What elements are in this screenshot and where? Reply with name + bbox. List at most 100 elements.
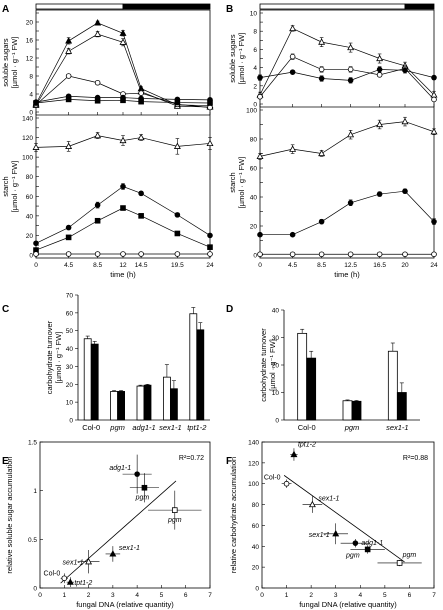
data-point bbox=[174, 230, 181, 237]
scatter-point: pgm bbox=[129, 473, 159, 503]
data-point bbox=[33, 100, 39, 106]
y-tick-label: 80 bbox=[252, 502, 260, 509]
data-point bbox=[347, 66, 354, 73]
data-point bbox=[318, 38, 326, 45]
x-tick-label: 6 bbox=[408, 592, 412, 599]
category-label: Col-0 bbox=[298, 423, 316, 432]
y-tick-label: 20 bbox=[66, 382, 74, 389]
y-axis-title: starch bbox=[228, 172, 237, 192]
light-period-bar bbox=[35, 3, 124, 10]
x-axis-title: time (h) bbox=[334, 270, 360, 279]
y-axis-unit: [µmol · g⁻¹ FW] bbox=[268, 339, 277, 391]
dark-period-bar bbox=[404, 3, 435, 10]
bar-black bbox=[306, 357, 317, 421]
scatter-point: adg1-1 bbox=[109, 454, 152, 494]
point-label: sex1-1 bbox=[309, 532, 330, 539]
data-point bbox=[66, 578, 74, 585]
panel-e: E 0 1 2 3 4 5 6 7 0 0.5 1 1.5 fungal DNA (relative qu… bbox=[2, 440, 212, 610]
category-label: pgm bbox=[344, 423, 360, 432]
scatter-point: sex1-1 bbox=[309, 523, 348, 545]
bar-black bbox=[396, 392, 407, 421]
x-tick-label: 7 bbox=[432, 592, 436, 599]
point-label: adg1-1 bbox=[361, 540, 383, 547]
y-tick-label: 100 bbox=[22, 155, 33, 162]
data-point bbox=[289, 145, 297, 152]
x-tick-label: 0 bbox=[34, 262, 38, 269]
y-axis-title: soluble sugars bbox=[228, 34, 237, 83]
y-tick-label: 80 bbox=[250, 137, 258, 144]
y-tick-label: 40 bbox=[250, 195, 258, 202]
data-point bbox=[207, 100, 213, 106]
light-period-bar bbox=[259, 3, 406, 10]
data-point bbox=[65, 234, 72, 241]
data-point bbox=[119, 136, 127, 144]
y-tick-label: 60 bbox=[26, 194, 34, 201]
y-tick-label: 40 bbox=[26, 213, 34, 220]
data-point bbox=[120, 205, 126, 211]
y-tick-label: 1.5 bbox=[28, 440, 37, 447]
data-point bbox=[376, 72, 383, 78]
data-point bbox=[137, 133, 145, 141]
series-open-triangle bbox=[256, 24, 438, 99]
data-point bbox=[94, 97, 101, 104]
panel-label: C bbox=[2, 304, 9, 315]
data-point bbox=[138, 98, 144, 105]
y-tick-label: 80 bbox=[26, 174, 34, 181]
series-line bbox=[259, 69, 435, 81]
x-tick-label: 19.5 bbox=[171, 262, 184, 269]
x-tick-label: 4 bbox=[135, 592, 139, 599]
y-axis-title: relative carbohydrate accumulation bbox=[229, 457, 238, 573]
panel-label: D bbox=[226, 304, 233, 315]
y-axis-unit: [µmol · g⁻¹ FW] bbox=[237, 33, 246, 85]
data-point bbox=[347, 130, 355, 138]
series-line bbox=[259, 121, 435, 157]
data-point bbox=[134, 471, 140, 477]
bar-white bbox=[110, 391, 118, 421]
data-point bbox=[174, 99, 181, 106]
data-point bbox=[61, 575, 68, 582]
data-point bbox=[431, 96, 437, 103]
series-open-triangle bbox=[256, 116, 438, 160]
bar-white bbox=[162, 376, 171, 421]
scatter-point: tpt1-2 bbox=[290, 442, 316, 461]
data-point bbox=[174, 251, 181, 257]
y-tick-label: 2 bbox=[253, 83, 257, 90]
y-tick-label: 60 bbox=[250, 166, 258, 173]
bar-white bbox=[136, 385, 145, 421]
data-point bbox=[94, 19, 102, 26]
data-point bbox=[119, 29, 127, 36]
data-point bbox=[206, 139, 214, 147]
data-point bbox=[318, 218, 325, 225]
y-tick-label: 8 bbox=[253, 29, 257, 36]
data-point bbox=[431, 74, 437, 81]
data-point bbox=[332, 529, 340, 537]
data-point bbox=[347, 77, 354, 84]
x-tick-label: 16.5 bbox=[373, 262, 386, 269]
series-open-circle bbox=[257, 53, 437, 103]
data-point bbox=[376, 251, 383, 258]
data-point bbox=[207, 104, 213, 111]
y-tick-label: 20 bbox=[272, 363, 280, 370]
x-tick-label: 3 bbox=[111, 592, 115, 599]
point-label: tpt1-2 bbox=[74, 580, 92, 587]
y-tick-label: 10 bbox=[66, 400, 74, 407]
point-label: sex1-1 bbox=[119, 545, 140, 552]
data-point bbox=[308, 500, 316, 508]
bar-white bbox=[387, 350, 398, 421]
y-tick-label: 16 bbox=[26, 38, 34, 45]
y-tick-label: 8 bbox=[29, 74, 33, 81]
x-axis-title: fungal DNA (relative quantity) bbox=[76, 600, 174, 609]
x-tick-label: 6 bbox=[184, 592, 188, 599]
regression-line bbox=[283, 475, 405, 563]
plot-frame bbox=[35, 9, 211, 259]
data-point bbox=[318, 66, 325, 73]
y-tick-label: 0.5 bbox=[28, 537, 37, 544]
y-axis-title: relative soluble sugar accumulation bbox=[5, 456, 14, 573]
data-point bbox=[256, 152, 264, 160]
data-point bbox=[347, 251, 354, 258]
y-tick-label: 60 bbox=[252, 523, 260, 530]
plot-frame bbox=[261, 441, 435, 589]
data-point bbox=[376, 120, 384, 128]
scatter-point: sex1-1 bbox=[302, 496, 339, 513]
